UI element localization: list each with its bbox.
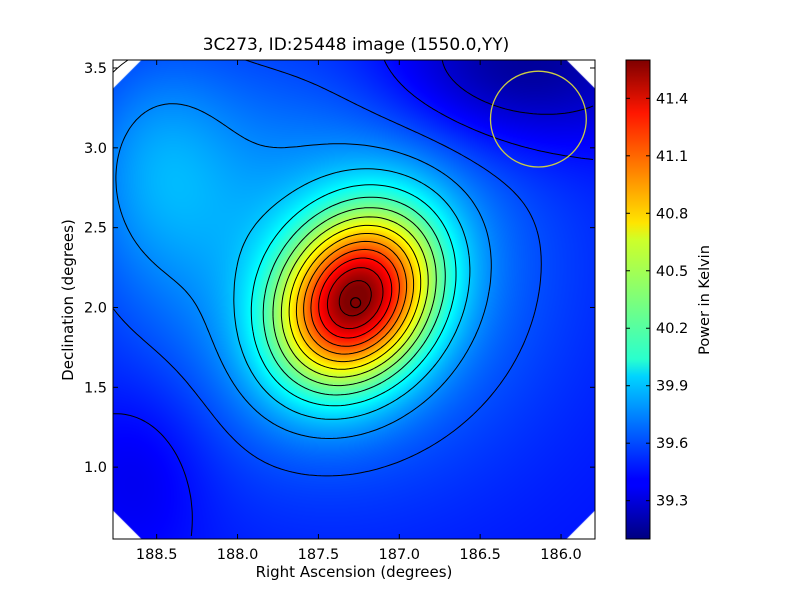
chart-title: 3C273, ID:25448 image (1550.0,YY) [203, 35, 510, 55]
y-tick-label: 1.5 [84, 380, 107, 396]
colorbar-ticks: 39.3 39.6 39.9 40.2 40.5 40.8 41.1 41.4 [626, 91, 688, 510]
colorbar-tick-label: 40.5 [656, 264, 688, 280]
colorbar: 39.3 39.6 39.9 40.2 40.5 40.8 41.1 41.4 [625, 59, 688, 540]
contour-line [112, 59, 542, 477]
colorbar-tick-label: 41.1 [656, 149, 688, 165]
x-tick-label: 188.0 [217, 547, 259, 563]
colorbar-tick-label: 40.2 [656, 321, 688, 337]
heatmap-raster [113, 60, 595, 539]
contour-line [295, 233, 415, 363]
contour-line [338, 280, 372, 317]
colorbar-tick-label: 39.3 [656, 494, 688, 510]
y-tick-label: 2.5 [84, 221, 107, 237]
y-tick-label: 3.0 [84, 141, 107, 157]
y-tick-label: 3.5 [84, 61, 107, 77]
y-tick-label: 2.0 [84, 300, 107, 316]
markers [350, 70, 587, 309]
x-tick-label: 187.0 [379, 547, 421, 563]
colorbar-tick-label: 39.6 [656, 436, 688, 452]
contour-line [262, 196, 446, 396]
contour-line [326, 267, 384, 330]
x-tick-label: 186.0 [540, 547, 582, 563]
colorbar-tick-label: 40.8 [656, 206, 688, 222]
x-tick-label: 188.5 [136, 547, 178, 563]
contour-line [250, 184, 457, 407]
x-tick-label: 187.5 [298, 547, 340, 563]
x-tick-label: 186.5 [459, 547, 501, 563]
contour-line [441, 59, 594, 115]
y-tick-label: 1.0 [84, 460, 107, 476]
contour-line [288, 224, 422, 370]
x-axis-ticks: 188.5 188.0 187.5 187.0 186.5 186.0 [136, 60, 582, 563]
contour-line [303, 240, 408, 355]
contour-lines [112, 59, 594, 537]
contour-line [280, 216, 429, 378]
contour-line [318, 257, 393, 339]
colorbar-tick-label: 41.4 [656, 91, 688, 107]
y-axis-label: Declination (degrees) [59, 219, 77, 381]
y-axis-ticks: 1.0 1.5 2.0 2.5 3.0 3.5 [84, 61, 595, 476]
x-axis-label: Right Ascension (degrees) [256, 563, 453, 581]
contour-line [272, 207, 437, 387]
colorbar-gradient [625, 59, 651, 540]
contour-line [233, 168, 471, 420]
colorbar-tick-label: 39.9 [656, 379, 688, 395]
contour-line [310, 248, 400, 347]
contour-line [115, 103, 492, 439]
plot-area: 188.5 188.0 187.5 187.0 186.5 186.0 1.0 1.5 2.0… [84, 59, 596, 563]
colorbar-label: Power in Kelvin [697, 245, 713, 355]
source-circle-marker [350, 297, 362, 309]
beam-circle-marker [489, 70, 587, 168]
plot-frame [112, 59, 596, 540]
